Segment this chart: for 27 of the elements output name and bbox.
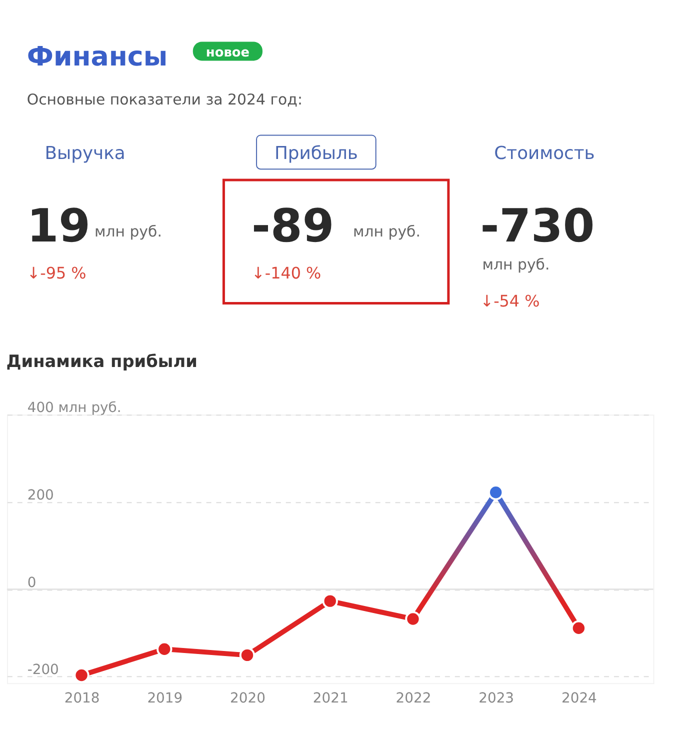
text: ↓-54 % [480,291,540,310]
text: млн руб. [94,222,162,241]
text: ↓-95 % [26,263,86,282]
x-tick-label: 2022 [396,690,432,707]
text: новое [206,46,250,61]
x-tick-label: 2019 [147,690,183,707]
text: млн руб. [482,256,550,274]
text: Стоимость [494,143,595,164]
x-tick-label: 2023 [478,690,514,707]
x-tick-label: 2020 [230,690,266,707]
text: млн руб. [352,222,420,241]
text: Прибыль [274,143,358,164]
y-tick-label: 200 [27,487,54,504]
chart-title: Динамика прибыли [6,350,198,371]
text: ↓-140 % [252,263,322,282]
text: Основные показатели за 2024 год: [26,90,302,108]
y-tick-label: 0 [27,574,36,591]
text: -89 [252,200,334,253]
text: -730 [480,200,595,253]
text: Выручка [44,143,126,164]
text: Финансы [26,42,168,73]
y-tick-label: -200 [27,662,59,678]
x-tick-label: 2024 [561,690,598,707]
text: 19 [26,200,90,253]
y-tick-label: 400 млн руб. [27,400,122,416]
x-tick-label: 2018 [64,690,100,707]
x-tick-label: 2021 [312,690,348,707]
